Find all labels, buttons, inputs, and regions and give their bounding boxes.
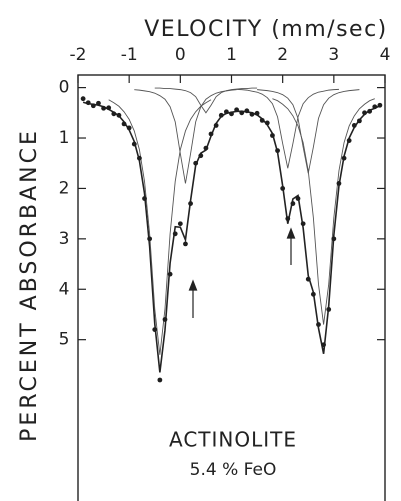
data-point xyxy=(198,153,204,159)
data-point xyxy=(264,120,270,126)
data-point xyxy=(331,236,337,242)
data-point xyxy=(167,271,173,277)
data-point xyxy=(218,112,224,118)
data-point xyxy=(316,322,321,327)
data-point xyxy=(137,155,142,161)
arrow-head xyxy=(188,279,198,291)
data-point xyxy=(131,141,137,147)
x-tick-label: -2 xyxy=(70,45,87,65)
data-point xyxy=(162,317,168,322)
y-tick-label: 4 xyxy=(59,279,70,299)
data-point xyxy=(357,118,362,124)
data-point xyxy=(377,102,383,108)
data-point xyxy=(234,107,240,113)
data-point xyxy=(259,117,265,123)
x-tick-label: 4 xyxy=(380,45,391,65)
sample-name: ACTINOLITE xyxy=(169,428,297,452)
data-point xyxy=(183,241,188,247)
x-tick-label: 0 xyxy=(175,45,186,65)
data-point xyxy=(188,201,193,206)
data-point xyxy=(172,231,178,237)
data-point xyxy=(321,342,326,348)
data-point xyxy=(96,100,101,106)
x-tick-label: 2 xyxy=(277,45,288,65)
data-point xyxy=(244,108,250,114)
data-point xyxy=(295,196,301,201)
data-point xyxy=(275,148,280,154)
component-line xyxy=(236,88,339,169)
data-point xyxy=(223,109,229,115)
data-point xyxy=(152,327,158,332)
data-point xyxy=(116,112,122,118)
arrow xyxy=(286,227,296,265)
data-point xyxy=(280,186,286,191)
y-tick-label: 5 xyxy=(59,330,70,350)
x-tick-label: 3 xyxy=(328,45,339,65)
data-point xyxy=(85,100,91,106)
data-point xyxy=(310,291,316,297)
data-point xyxy=(254,110,260,116)
data-point xyxy=(142,196,147,201)
data-point xyxy=(193,160,199,166)
data-point xyxy=(147,236,153,242)
data-point xyxy=(203,145,209,151)
data-point xyxy=(177,221,183,227)
data-point xyxy=(229,111,234,117)
arrow xyxy=(188,279,198,318)
component-line xyxy=(134,89,237,184)
data-point xyxy=(239,110,245,116)
sample-composition: 5.4 % FeO xyxy=(190,460,277,480)
data-point xyxy=(351,123,357,128)
data-point xyxy=(101,105,106,111)
data-point xyxy=(362,110,367,116)
data-point xyxy=(285,216,291,222)
data-point xyxy=(157,377,163,383)
data-point xyxy=(326,307,332,312)
data-point xyxy=(367,108,373,114)
arrow-head xyxy=(286,227,296,239)
data-point xyxy=(111,111,117,117)
y-tick-label: 1 xyxy=(59,128,70,148)
data-point xyxy=(336,180,342,186)
data-point xyxy=(290,201,296,206)
data-point xyxy=(208,131,214,137)
data-point xyxy=(90,103,96,109)
data-point xyxy=(126,125,132,131)
component-line xyxy=(272,98,375,325)
y-tick-label: 2 xyxy=(59,178,70,198)
data-point xyxy=(80,96,86,102)
data-point xyxy=(270,133,275,138)
data-point xyxy=(121,121,127,127)
x-tick-label: -1 xyxy=(121,45,138,65)
data-point xyxy=(249,111,255,117)
x-tick-label: 1 xyxy=(226,45,237,65)
data-point xyxy=(341,155,347,161)
data-point xyxy=(213,123,219,128)
y-tick-label: 0 xyxy=(59,78,70,98)
data-point xyxy=(106,105,112,111)
component-line xyxy=(108,99,212,355)
data-point xyxy=(346,138,352,143)
data-point xyxy=(300,221,306,227)
component-line xyxy=(154,87,258,114)
data-point xyxy=(305,276,311,282)
data-point xyxy=(372,104,378,110)
x-axis-title: VELOCITY (mm/sec) xyxy=(144,17,388,42)
y-tick-label: 3 xyxy=(59,229,70,249)
plot-area xyxy=(80,87,383,383)
y-axis-title: PERCENT ABSORBANCE xyxy=(17,128,42,442)
